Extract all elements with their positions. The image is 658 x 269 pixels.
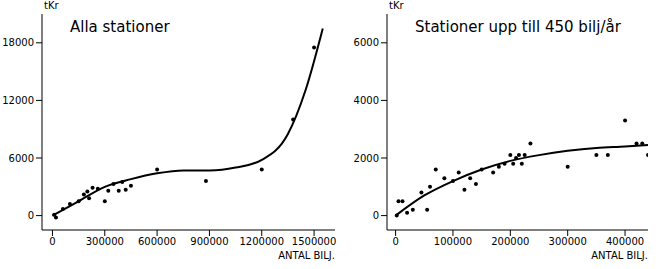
html-text:ANTAL BILJ.: ANTAL BILJ. [278,250,335,261]
svg-text:600000: 600000 [138,236,176,247]
svg-text:400000: 400000 [606,236,644,247]
svg-text:6000: 6000 [354,37,379,48]
svg-text:0: 0 [373,210,379,221]
svg-text:0: 0 [49,236,55,247]
svg-text:0: 0 [392,236,398,247]
svg-text:1500000: 1500000 [292,236,337,247]
svg-text:200000: 200000 [491,236,529,247]
svg-text:1200000: 1200000 [239,236,284,247]
html-text:Alla stationer: Alla stationer [70,18,170,36]
html-text:Stationer upp till 450 bilj/år: Stationer upp till 450 bilj/år [415,18,621,36]
svg-text:300000: 300000 [86,236,124,247]
svg-text:6000: 6000 [9,153,34,164]
svg-text:100000: 100000 [434,236,472,247]
svg-text:4000: 4000 [354,95,379,106]
svg-text:12000: 12000 [8,95,34,106]
svg-text:300000: 300000 [549,236,587,247]
svg-text:18000: 18000 [8,37,34,48]
svg-text:900000: 900000 [190,236,228,247]
svg-text:0: 0 [28,210,34,221]
html-text:ANTAL BILJ.: ANTAL BILJ. [591,250,648,261]
svg-text:2000: 2000 [354,153,379,164]
html-text:tKr: tKr [44,0,59,11]
html-text:tKr: tKr [389,0,404,11]
